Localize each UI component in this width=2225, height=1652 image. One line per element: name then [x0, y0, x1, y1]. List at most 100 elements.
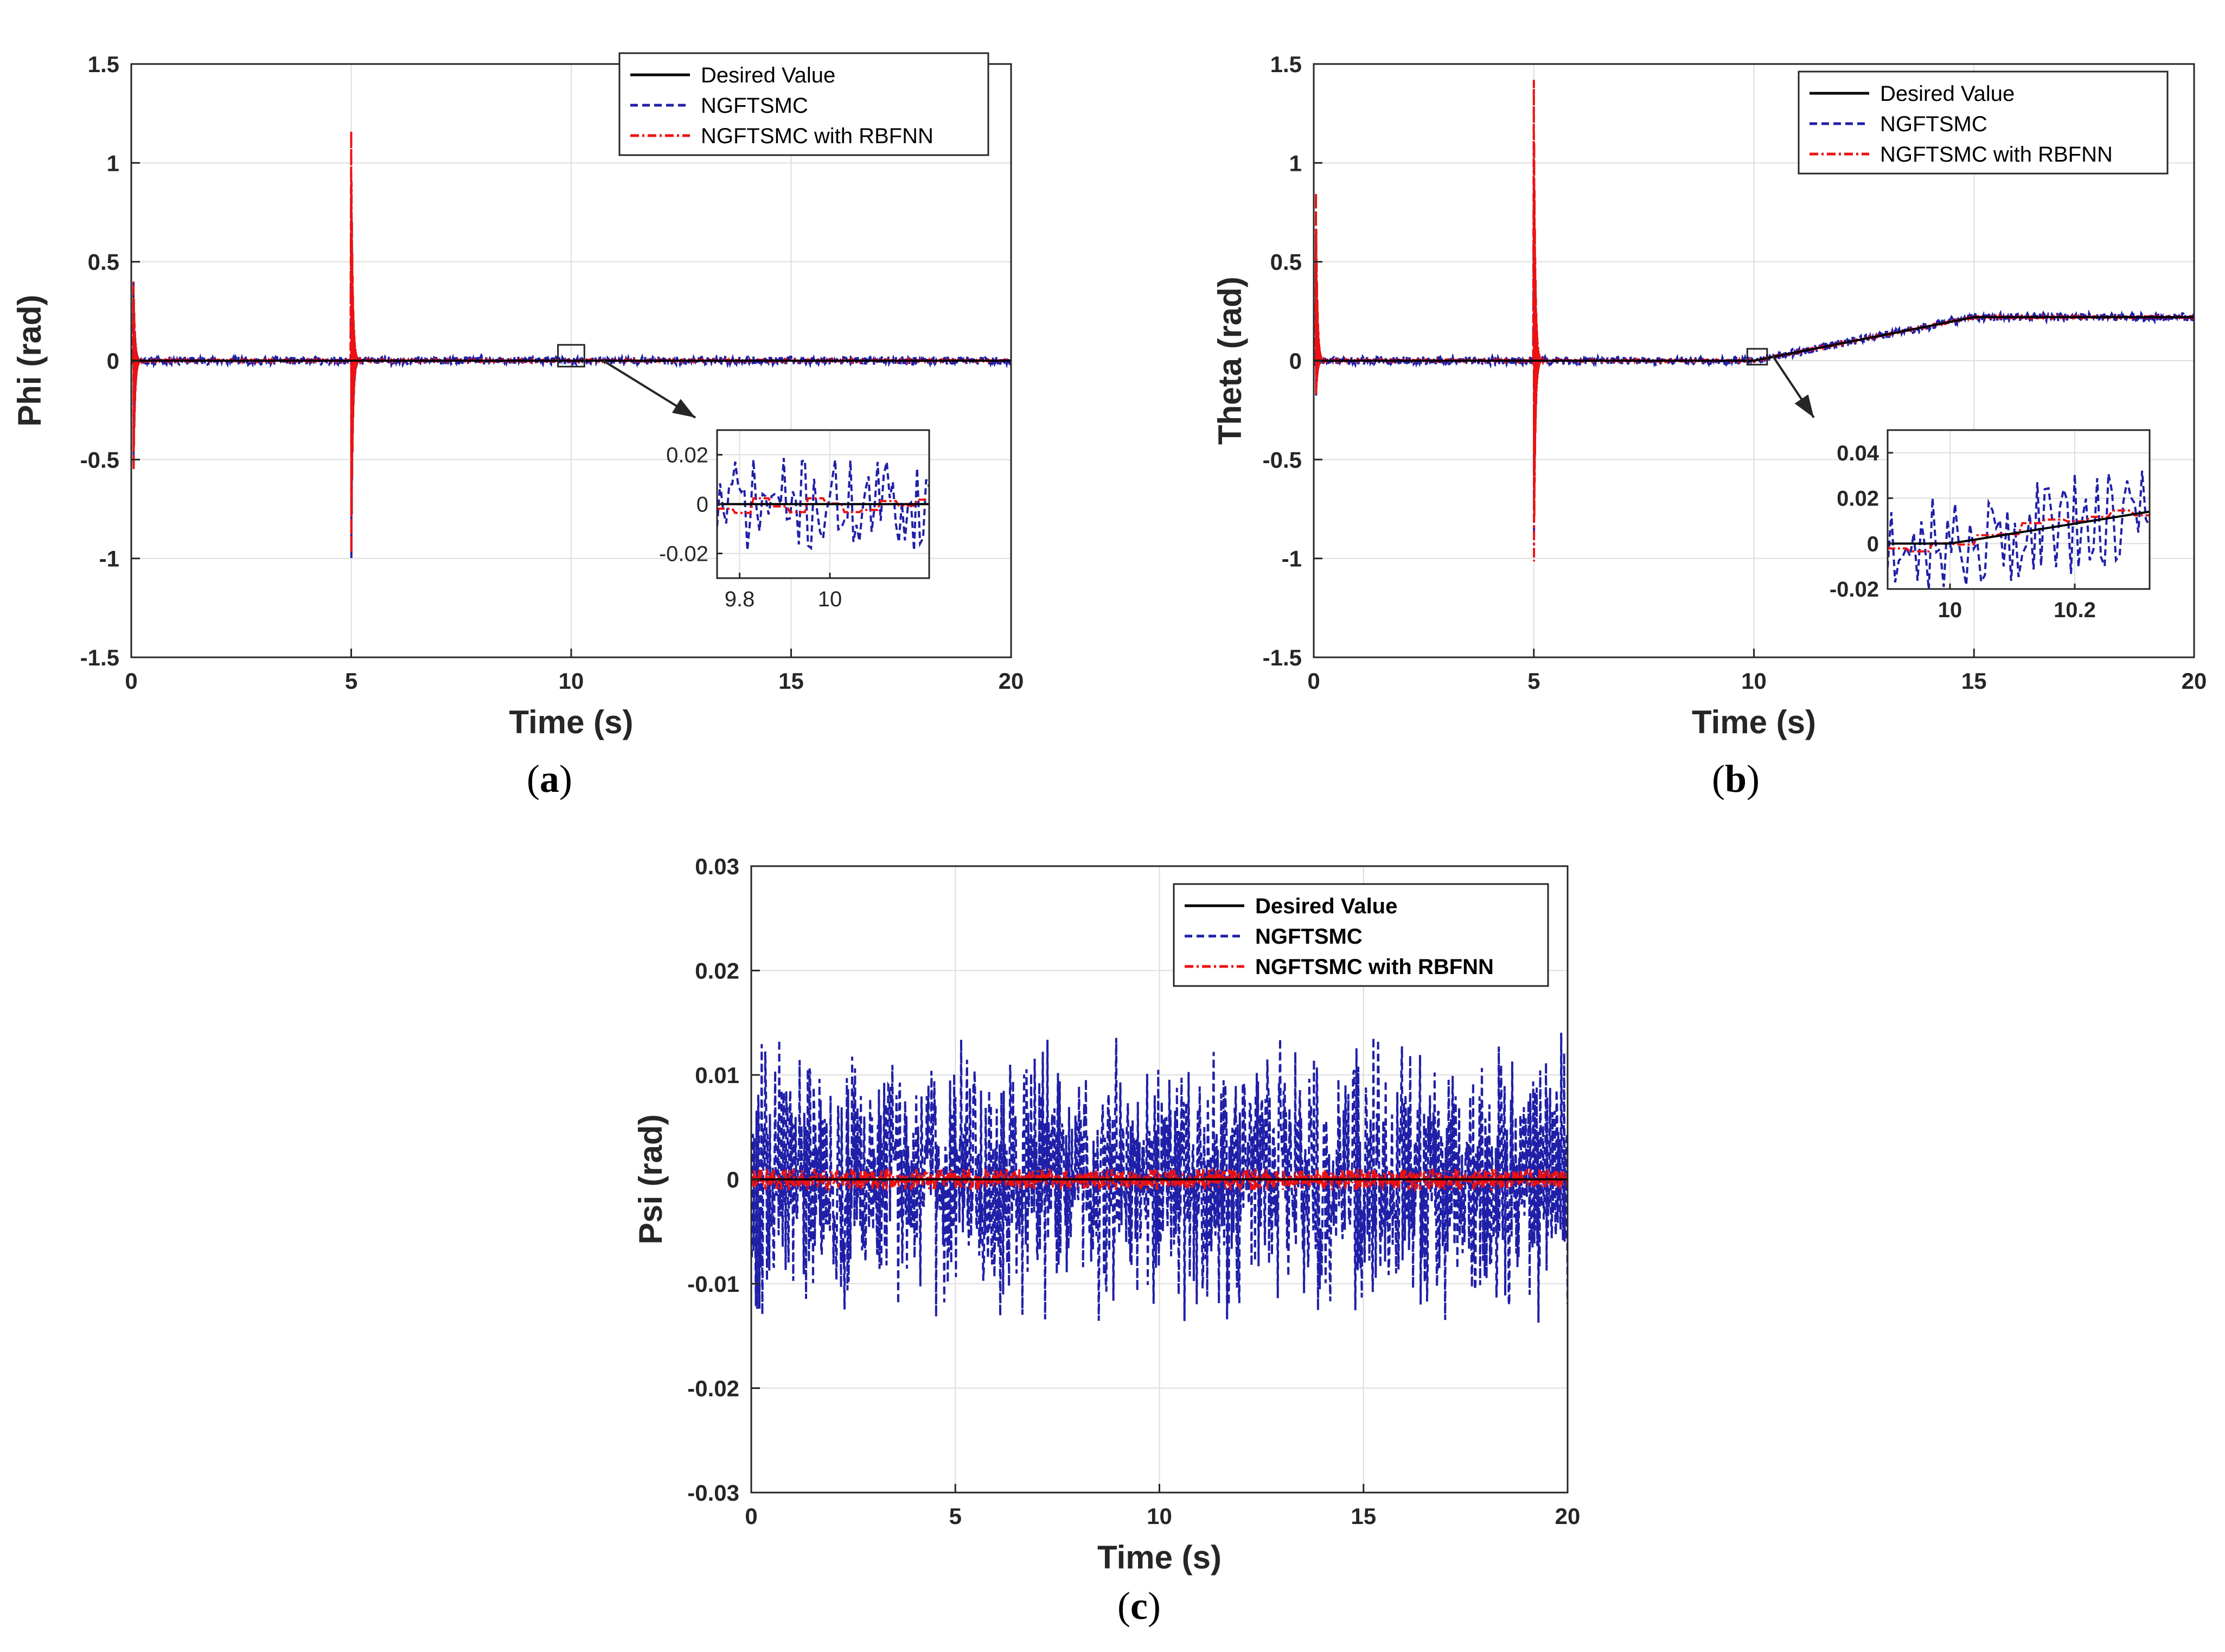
chart-a: 0 5 10 15 20 -1.5 -1 -0.5 0 0.5 1 1.5 Time (s) Phi (r…: [11, 52, 1024, 801]
subfigure-caption: (c): [1117, 1584, 1161, 1628]
series-line-ngftsmc: [751, 1033, 1568, 1323]
y-tick-label: -1: [99, 546, 119, 572]
legend: Desired Value NGFTSMC NGFTSMC with RBFNN: [1798, 71, 2169, 175]
y-tick-label: 0: [1289, 348, 1302, 374]
y-tick-label: 0.01: [695, 1062, 739, 1088]
caption-letter: c: [1130, 1584, 1148, 1628]
x-tick-label: 0: [125, 668, 137, 694]
subfigure-caption: (a): [527, 757, 572, 801]
inset-line-ngftsmc-rbfnn: [1888, 509, 2150, 553]
y-tick-label: 0.03: [695, 854, 739, 879]
series-line-ngftsmc: [131, 172, 1011, 558]
chart-c: 0 5 10 15 20 -0.03 -0.02 -0.01 0 0.01 0.02 0.03 Time…: [632, 854, 1580, 1628]
legend-entry-label: NGFTSMC: [1255, 925, 1363, 949]
x-tick-label: 10: [1147, 1503, 1172, 1529]
y-tick-label: 1: [107, 150, 119, 176]
inset-series-group: [717, 458, 929, 551]
caption-letter: a: [540, 757, 559, 801]
series-line-ngftsmc-rbfnn: [751, 1166, 1568, 1193]
inset-x-tick-label: 10.2: [2054, 598, 2096, 622]
y-tick-label: 1.5: [88, 52, 119, 77]
y-tick-label: -1.5: [80, 645, 119, 670]
inset-y-tick-label: -0.02: [659, 542, 708, 566]
y-tick-label: 0.02: [695, 958, 739, 984]
caption-paren-close: ): [1148, 1584, 1161, 1628]
inset-line-ngftsmc: [717, 458, 929, 551]
x-axis-label: Time (s): [1097, 1539, 1222, 1576]
x-tick-label: 5: [1527, 668, 1540, 694]
y-tick-label: -0.5: [1263, 447, 1302, 472]
inset-x-tick-label: 10: [818, 587, 842, 611]
series-group: [131, 131, 1011, 558]
caption-paren-open: (: [1117, 1584, 1130, 1628]
legend-entry-label: NGFTSMC: [701, 94, 808, 118]
inset-y-tick-label: -0.02: [1830, 578, 1879, 601]
zoom-arrow: [1772, 355, 1815, 419]
caption-letter: b: [1725, 757, 1747, 801]
legend-entry-label: Desired Value: [701, 63, 835, 87]
x-axis-label: Time (s): [1692, 704, 1816, 740]
inset-x-tick-label: 10: [1938, 598, 1962, 622]
y-tick-label: -0.01: [687, 1271, 739, 1297]
y-tick-label: 0: [107, 348, 119, 374]
series-group: [1314, 80, 2194, 562]
inset-axes-box: [1887, 429, 2151, 590]
inset-y-tick-label: 0.02: [1837, 487, 1879, 511]
x-tick-label: 20: [1555, 1503, 1581, 1529]
legend-entry-label: NGFTSMC: [1880, 112, 1987, 136]
y-tick-label: 1: [1289, 150, 1302, 176]
legend: Desired Value NGFTSMC NGFTSMC with RBFNN: [618, 52, 989, 156]
y-tick-label: -0.5: [80, 447, 119, 472]
inset-series-group: [1888, 470, 2150, 589]
y-tick-label: -1.5: [1263, 645, 1302, 670]
y-tick-label: 1.5: [1270, 52, 1302, 77]
zoom-region-box: [557, 344, 585, 368]
legend: Desired Value NGFTSMC NGFTSMC with RBFNN: [1173, 883, 1549, 987]
y-tick-label: 0.5: [88, 249, 119, 275]
inset-line-ngftsmc-rbfnn: [717, 497, 929, 514]
x-tick-label: 5: [345, 668, 357, 694]
x-tick-label: 10: [1741, 668, 1767, 694]
legend-entry-label: NGFTSMC with RBFNN: [701, 124, 934, 148]
legend-entry-label: Desired Value: [1880, 82, 2015, 106]
y-tick-label: 0: [727, 1167, 739, 1193]
inset-line-desired-value: [1888, 510, 2150, 545]
y-tick-label: -1: [1282, 546, 1302, 572]
y-tick-label: -0.02: [687, 1376, 739, 1401]
y-axis-label: Psi (rad): [632, 1114, 669, 1244]
inset-line-ngftsmc: [1888, 470, 2150, 589]
series-line-desired-value: [1314, 316, 2194, 362]
caption-paren-close: ): [1747, 757, 1760, 801]
chart-b: 0 5 10 15 20 -1.5 -1 -0.5 0 0.5 1 1.5 Time (s) Theta …: [1212, 52, 2207, 801]
y-tick-label: -0.03: [687, 1480, 739, 1506]
legend-entry-label: Desired Value: [1255, 894, 1397, 918]
x-tick-label: 20: [999, 668, 1024, 694]
caption-paren-open: (: [1712, 757, 1725, 801]
inset-x-tick-label: 9.8: [725, 587, 755, 611]
x-tick-label: 10: [559, 668, 584, 694]
series-group: [751, 1033, 1568, 1323]
x-tick-label: 15: [1961, 668, 1987, 694]
zoom-region-box: [1746, 348, 1768, 366]
inset-chart: 9.8 10 -0.02 0 0.02: [659, 429, 930, 611]
inset-y-tick-label: 0.02: [666, 444, 708, 468]
x-tick-label: 15: [778, 668, 804, 694]
y-axis-label: Phi (rad): [11, 294, 48, 426]
x-tick-label: 0: [745, 1503, 757, 1529]
x-tick-label: 15: [1351, 1503, 1376, 1529]
y-tick-label: 0.5: [1270, 249, 1302, 275]
x-tick-label: 5: [949, 1503, 962, 1529]
caption-paren-open: (: [527, 757, 540, 801]
caption-paren-close: ): [559, 757, 572, 801]
zoom-arrow-head: [1794, 394, 1814, 418]
y-axis-label: Theta (rad): [1212, 277, 1248, 445]
subfigure-caption: (b): [1712, 757, 1760, 801]
inset-y-tick-label: 0.04: [1837, 441, 1879, 465]
legend-entry-label: NGFTSMC with RBFNN: [1880, 143, 2113, 167]
legend-entry-label: NGFTSMC with RBFNN: [1255, 955, 1494, 979]
inset-y-tick-label: 0: [696, 493, 708, 517]
zoom-arrow: [602, 360, 696, 419]
zoom-arrow-head: [672, 399, 695, 418]
